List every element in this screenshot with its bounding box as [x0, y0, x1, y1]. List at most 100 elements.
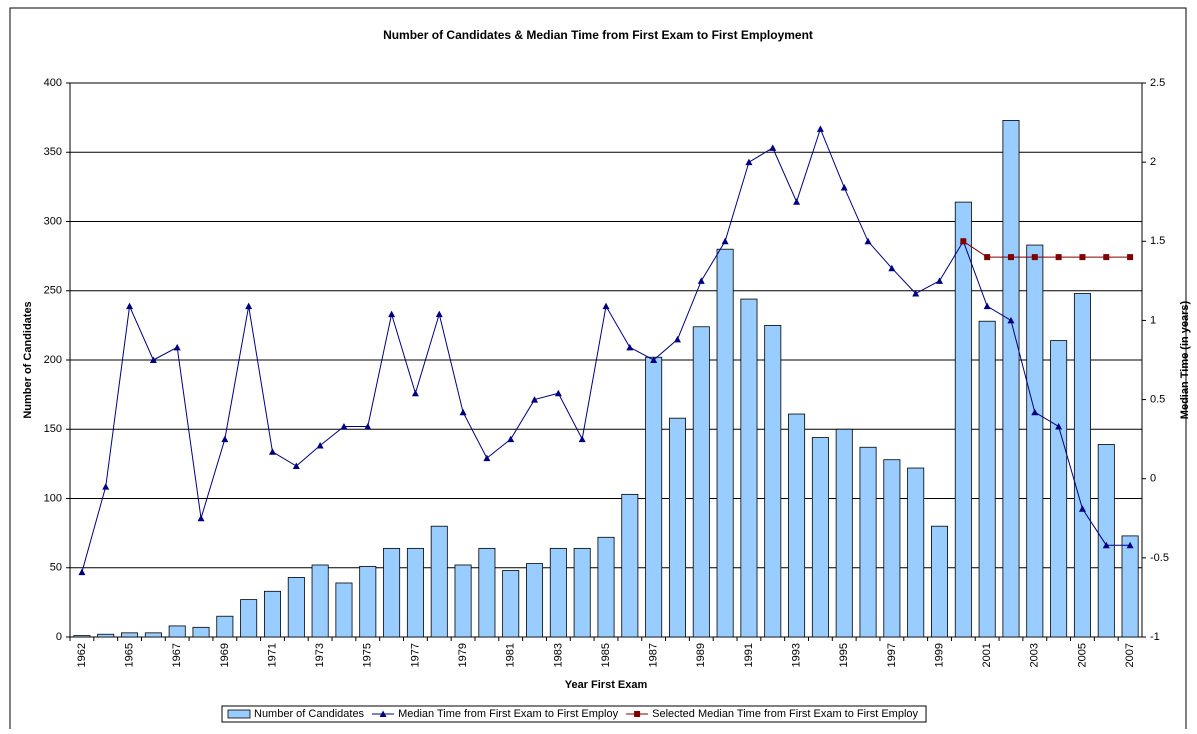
marker [102, 483, 110, 490]
bar [645, 356, 663, 638]
x-tick-label: 1997 [886, 643, 898, 667]
x-tick-label: 2005 [1076, 643, 1088, 667]
marker [149, 356, 157, 363]
bar [478, 547, 496, 638]
y-tick-label: 300 [44, 215, 62, 227]
bar [811, 437, 829, 638]
marker [316, 441, 324, 449]
x-tick-label: 2007 [1124, 643, 1136, 667]
legend-swatch [227, 709, 251, 719]
bar [216, 615, 234, 638]
x-tick-label: 1977 [409, 643, 421, 667]
marker [292, 462, 300, 470]
bar [406, 547, 424, 638]
bar [883, 459, 901, 638]
marker [983, 302, 991, 310]
bar [954, 201, 972, 638]
marker [912, 290, 920, 297]
marker [984, 254, 991, 261]
legend-marker [379, 710, 387, 717]
y-tick-label: 0 [56, 631, 62, 643]
x-tick-label: 1989 [695, 643, 707, 667]
bar [668, 417, 686, 638]
bar [121, 632, 139, 638]
bar [1002, 119, 1020, 638]
x-tick-label: 1991 [743, 643, 755, 667]
x-tick-label: 1962 [76, 643, 88, 667]
bar [502, 570, 520, 638]
bar [835, 428, 853, 638]
bar [1073, 293, 1091, 638]
marker [1031, 408, 1039, 416]
marker [1127, 254, 1134, 261]
x-tick-label: 1973 [314, 643, 326, 667]
marker [840, 183, 848, 191]
bar [597, 536, 615, 638]
marker [221, 435, 229, 443]
y2-tick-label: 2.5 [1150, 77, 1165, 89]
marker [769, 144, 777, 151]
legend-box [221, 705, 927, 723]
legend-marker [634, 711, 641, 717]
x-tick-label: 1979 [457, 643, 469, 667]
x-tick-label: 1965 [123, 643, 135, 667]
bar [764, 324, 782, 638]
marker [1102, 541, 1110, 549]
bar [1050, 340, 1068, 638]
x-tick-label: 1987 [648, 643, 660, 667]
legend-label: Number of Candidates [254, 708, 365, 720]
bar [383, 547, 401, 638]
marker [1007, 316, 1015, 324]
y2-tick-label: -0.5 [1150, 552, 1169, 564]
y2-tick-label: 1 [1150, 314, 1156, 326]
marker [388, 310, 396, 318]
marker [1103, 254, 1110, 261]
y2-tick-label: 2 [1150, 156, 1156, 168]
bar [859, 446, 877, 638]
x-tick-label: 1983 [552, 643, 564, 667]
marker [602, 302, 610, 310]
y-axis-title: Number of Candidates [22, 301, 34, 418]
bar [1097, 444, 1115, 638]
bar [335, 582, 353, 638]
marker [78, 568, 86, 576]
marker [531, 396, 539, 403]
y-tick-label: 200 [44, 354, 62, 366]
bar [526, 563, 544, 638]
marker [745, 158, 753, 166]
marker [721, 237, 729, 245]
legend-label: Selected Median Time from First Exam to … [652, 708, 918, 720]
bar [716, 248, 734, 638]
y-tick-label: 100 [44, 492, 62, 504]
x-tick-label: 1993 [790, 643, 802, 667]
y-tick-label: 150 [44, 423, 62, 435]
marker [364, 422, 372, 430]
bar [1121, 535, 1139, 638]
x-axis-title: Year First Exam [565, 679, 648, 691]
y-tick-label: 350 [44, 146, 62, 158]
line [963, 240, 1131, 258]
marker [459, 408, 467, 416]
marker [1055, 254, 1062, 261]
bar [311, 564, 329, 638]
chart-title: Number of Candidates & Median Time from … [383, 28, 813, 42]
bar [740, 298, 758, 638]
bar [454, 564, 472, 638]
bar [263, 590, 281, 638]
y2-tick-label: -1 [1150, 631, 1160, 643]
marker [673, 335, 681, 343]
y2-tick-label: 1.5 [1150, 235, 1165, 247]
marker [340, 422, 348, 430]
x-tick-label: 1975 [362, 643, 374, 667]
marker [1007, 254, 1014, 261]
x-tick-label: 1985 [600, 643, 612, 667]
x-tick-label: 1981 [505, 643, 517, 667]
marker [793, 198, 801, 205]
x-tick-label: 1995 [838, 643, 850, 667]
bar [931, 525, 949, 638]
marker [960, 238, 967, 245]
marker [816, 125, 824, 132]
bar [1026, 244, 1044, 638]
marker [197, 514, 205, 522]
